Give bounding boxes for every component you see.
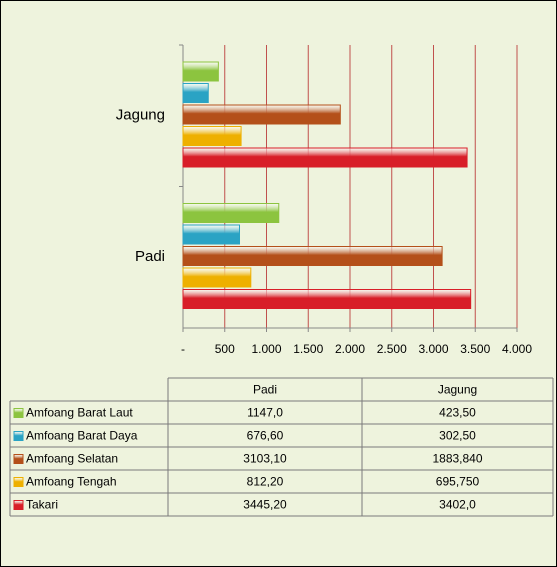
legend-key xyxy=(13,500,24,510)
table-header: Padi xyxy=(253,383,277,397)
table-cell: 3402,0 xyxy=(439,498,476,512)
bar xyxy=(182,267,252,288)
legend-label: Amfoang Barat Laut xyxy=(26,406,133,420)
bar xyxy=(182,147,468,168)
table-cell: 1883,840 xyxy=(432,452,482,466)
y-tick-label: Jagung xyxy=(116,107,165,124)
x-tick-label: 2.500 xyxy=(377,342,407,356)
bar xyxy=(182,289,472,309)
x-tick-label: 3.000 xyxy=(418,342,448,356)
table-cell: 423,50 xyxy=(439,406,476,420)
table-cell: 3103,10 xyxy=(243,452,287,466)
legend-key xyxy=(13,408,24,418)
legend-label: Amfoang Selatan xyxy=(26,452,118,466)
table-cell: 695,750 xyxy=(436,475,480,489)
bar xyxy=(182,203,280,223)
x-tick-label: 500 xyxy=(215,342,235,356)
bar xyxy=(182,246,443,266)
table-cell: 676,60 xyxy=(247,429,284,443)
x-tick-label: 2.000 xyxy=(335,342,365,356)
x-tick-label: 1.500 xyxy=(293,342,323,356)
legend-key xyxy=(13,454,24,464)
legend-key xyxy=(13,431,24,441)
y-tick-label: Padi xyxy=(135,248,165,265)
bar xyxy=(182,104,341,125)
legend-label: Amfoang Barat Daya xyxy=(26,429,138,443)
x-tick-label: 3.500 xyxy=(460,342,490,356)
bar xyxy=(182,61,219,82)
x-tick-label: 1.000 xyxy=(251,342,281,356)
legend-label: Amfoang Tengah xyxy=(26,475,117,489)
x-tick-label: 4.000 xyxy=(502,342,532,356)
table-cell: 302,50 xyxy=(439,429,476,443)
table-cell: 3445,20 xyxy=(243,498,287,512)
legend-key xyxy=(13,477,24,487)
table-header: Jagung xyxy=(438,383,477,397)
x-tick-label: - xyxy=(181,342,185,356)
table-cell: 1147,0 xyxy=(247,406,283,420)
table-cell: 812,20 xyxy=(247,475,284,489)
legend-label: Takari xyxy=(26,498,58,512)
bar xyxy=(182,224,240,245)
bar xyxy=(182,126,242,146)
bar xyxy=(182,83,209,103)
